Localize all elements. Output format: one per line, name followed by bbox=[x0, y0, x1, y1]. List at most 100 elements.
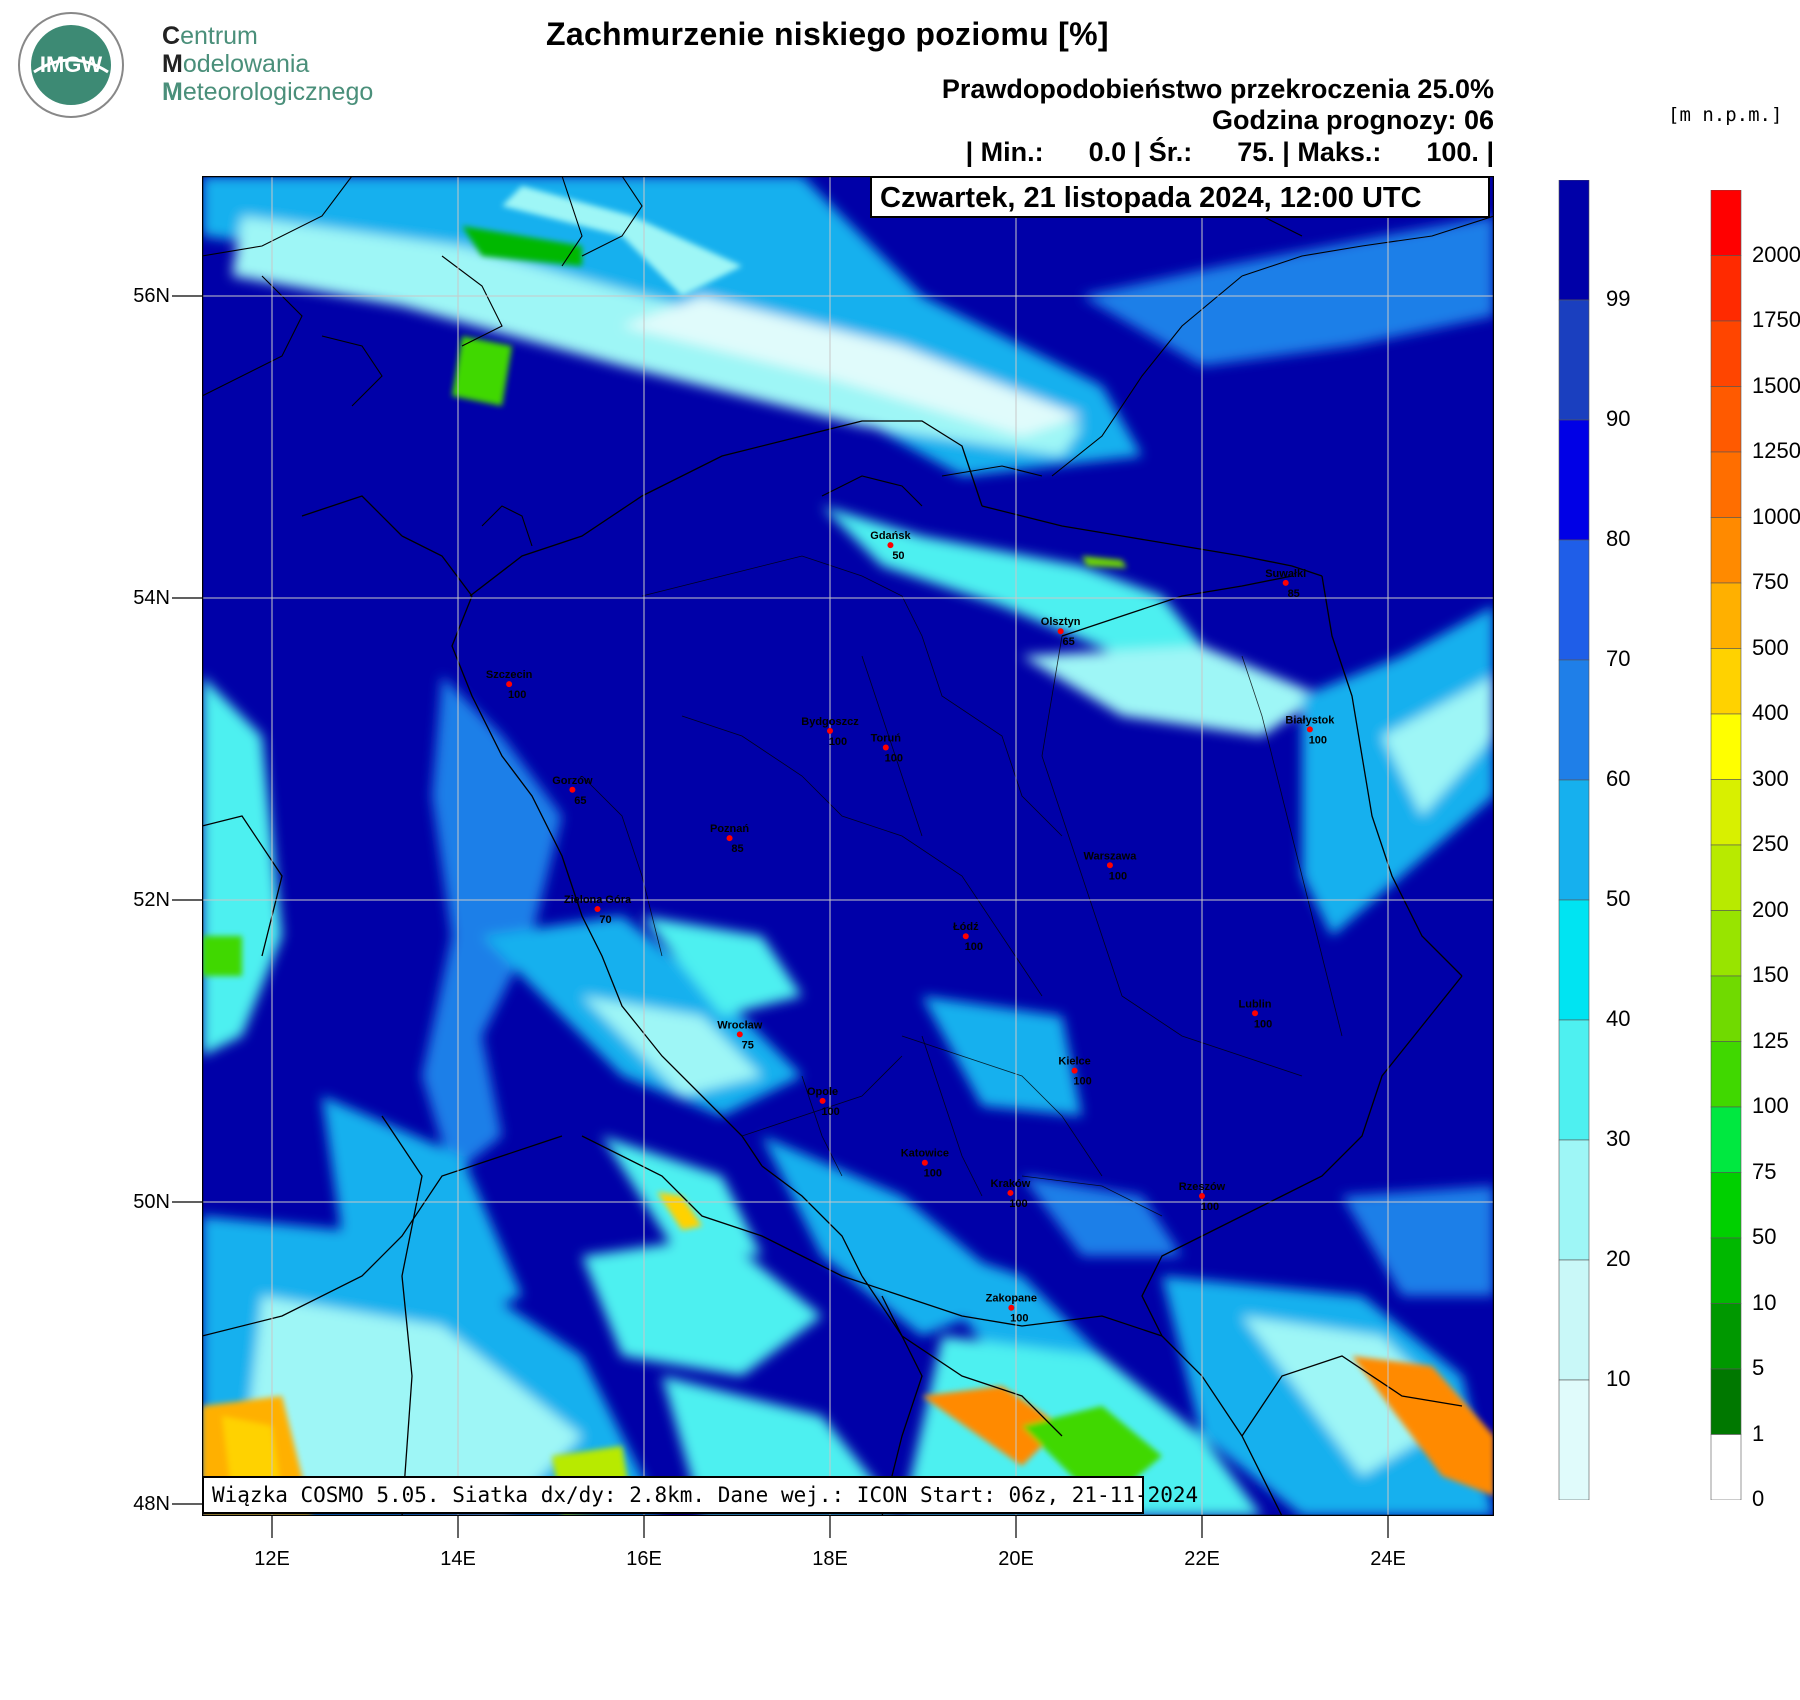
city-marker: Lublin 100 bbox=[1239, 998, 1273, 1030]
city-dot bbox=[1106, 862, 1113, 869]
lat-label-50n: 50N bbox=[133, 1191, 170, 1213]
terrain-colorbar-label: 1000 bbox=[1752, 503, 1800, 529]
lon-label-16e: 16E bbox=[626, 1548, 662, 1570]
terrain-colorbar bbox=[1710, 190, 1742, 1500]
cloud-colorbar-segment bbox=[1558, 419, 1590, 541]
map-title: Zachmurzenie niskiego poziomu [%] bbox=[546, 16, 1109, 52]
cloud-colorbar-label: 50 bbox=[1606, 886, 1631, 911]
terrain-colorbar-label: 50 bbox=[1752, 1224, 1777, 1249]
terrain-colorbar-segment bbox=[1710, 910, 1742, 977]
terrain-colorbar-label: 150 bbox=[1752, 962, 1789, 987]
city-marker: Wrocław 75 bbox=[717, 1019, 762, 1051]
terrain-colorbar-label: 100 bbox=[1752, 1093, 1789, 1118]
city-value: 100 bbox=[885, 752, 903, 764]
cloud-colorbar-label: 10 bbox=[1606, 1366, 1631, 1391]
city-value: 100 bbox=[1201, 1201, 1219, 1213]
terrain-colorbar-segment bbox=[1710, 1172, 1742, 1239]
cloud-colorbar-label: 80 bbox=[1606, 526, 1631, 551]
city-value: 100 bbox=[829, 736, 847, 748]
city-value: 85 bbox=[731, 843, 743, 855]
city-value: 85 bbox=[1288, 588, 1300, 600]
terrain-colorbar-segment bbox=[1710, 1237, 1742, 1304]
cloud-colorbar-label: 30 bbox=[1606, 1126, 1631, 1151]
terrain-colorbar-segment bbox=[1710, 779, 1742, 846]
city-name: Bydgoszcz bbox=[801, 716, 859, 728]
city-marker: Gorzów 65 bbox=[552, 775, 593, 807]
city-value: 100 bbox=[1109, 870, 1127, 882]
lon-label-24e: 24E bbox=[1370, 1548, 1406, 1570]
lat-label-54n: 54N bbox=[133, 587, 170, 609]
city-markers: Gdańsk50Suwałki85Olsztyn65Szczecin100Byd… bbox=[486, 530, 1335, 1325]
city-name: Łódź bbox=[953, 921, 979, 933]
terrain-colorbar-label: 2000 bbox=[1752, 241, 1800, 267]
city-dot bbox=[594, 906, 601, 913]
city-value: 100 bbox=[821, 1106, 839, 1118]
city-name: Suwałki bbox=[1265, 568, 1306, 580]
terrain-colorbar-label: 750 bbox=[1752, 569, 1789, 594]
city-marker: Poznań 85 bbox=[710, 823, 749, 855]
terrain-colorbar-segment bbox=[1710, 320, 1742, 387]
city-dot bbox=[1008, 1304, 1015, 1311]
lon-label-12e: 12E bbox=[254, 1548, 290, 1570]
city-value: 100 bbox=[1009, 1198, 1027, 1210]
terrain-colorbar-label: 1 bbox=[1752, 1420, 1765, 1446]
city-value: 100 bbox=[1309, 734, 1327, 746]
city-marker: Warszawa 100 bbox=[1084, 850, 1138, 882]
lon-label-14e: 14E bbox=[440, 1548, 476, 1570]
lon-ticks bbox=[271, 1516, 1389, 1538]
city-dot bbox=[726, 835, 733, 842]
terrain-colorbar-segment bbox=[1710, 1368, 1742, 1435]
city-name: Szczecin bbox=[486, 669, 533, 681]
cloud-colorbar-segment bbox=[1558, 779, 1590, 901]
city-value: 75 bbox=[742, 1039, 754, 1051]
model-info: Wiązka COSMO 5.05. Siatka dx/dy: 2.8km. … bbox=[202, 1476, 1198, 1514]
terrain-colorbar-label: 200 bbox=[1752, 896, 1789, 922]
city-dot bbox=[827, 727, 833, 734]
terrain-colorbar-label: 1500 bbox=[1752, 372, 1800, 398]
city-marker: Olsztyn 65 bbox=[1041, 616, 1081, 648]
stats-line: | Min.: 0.0 | Śr.: 75. | Maks.: 100. | bbox=[965, 137, 1494, 167]
city-dot bbox=[1007, 1189, 1014, 1196]
city-dot bbox=[819, 1097, 826, 1104]
cloud-colorbar-segment bbox=[1558, 1379, 1590, 1500]
terrain-unit-label: [m n.p.m.] bbox=[1668, 104, 1783, 126]
cloud-colorbar-segment bbox=[1558, 1259, 1590, 1381]
lat-ticks bbox=[172, 295, 202, 1505]
city-marker: Zielona Góra 70 bbox=[564, 894, 632, 926]
city-marker: Suwałki 85 bbox=[1265, 568, 1306, 600]
city-dot bbox=[1282, 579, 1289, 586]
city-name: Zielona Góra bbox=[564, 894, 632, 906]
city-dot bbox=[569, 786, 576, 793]
city-dot bbox=[736, 1031, 743, 1038]
city-marker: Kielce 100 bbox=[1058, 1056, 1091, 1088]
lat-label-48n: 48N bbox=[133, 1493, 170, 1515]
city-marker: Zakopane 100 bbox=[986, 1293, 1037, 1325]
city-value: 100 bbox=[508, 689, 526, 701]
lon-label-22e: 22E bbox=[1184, 1548, 1220, 1570]
cloud-colorbar-label: 20 bbox=[1606, 1246, 1631, 1271]
province-borders bbox=[581, 555, 1343, 1217]
city-dot bbox=[1071, 1067, 1078, 1074]
terrain-colorbar-segment bbox=[1710, 1041, 1742, 1108]
city-name: Lublin bbox=[1239, 998, 1272, 1010]
cloud-colorbar-segment bbox=[1558, 539, 1590, 661]
city-marker: Opole 100 bbox=[807, 1086, 840, 1118]
graticule bbox=[202, 176, 1494, 1516]
terrain-colorbar-segment bbox=[1710, 255, 1742, 322]
city-value: 100 bbox=[1073, 1076, 1091, 1088]
city-name: Gorzów bbox=[552, 775, 593, 787]
city-name: Kraków bbox=[991, 1178, 1031, 1190]
city-dot bbox=[962, 933, 969, 940]
city-name: Kielce bbox=[1058, 1056, 1090, 1068]
cloud-colorbar bbox=[1558, 180, 1590, 1500]
terrain-colorbar-segment bbox=[1710, 1303, 1742, 1370]
city-marker: Białystok 100 bbox=[1285, 714, 1335, 746]
city-marker: Łódź 100 bbox=[953, 921, 983, 953]
imgw-seal-icon: IMGW bbox=[18, 12, 124, 118]
city-name: Warszawa bbox=[1084, 850, 1138, 862]
city-value: 100 bbox=[924, 1168, 942, 1180]
city-name: Wrocław bbox=[717, 1019, 762, 1031]
terrain-colorbar-segment bbox=[1710, 1434, 1742, 1500]
lon-label-20e: 20E bbox=[998, 1548, 1034, 1570]
cloud-colorbar-segment bbox=[1558, 659, 1590, 781]
